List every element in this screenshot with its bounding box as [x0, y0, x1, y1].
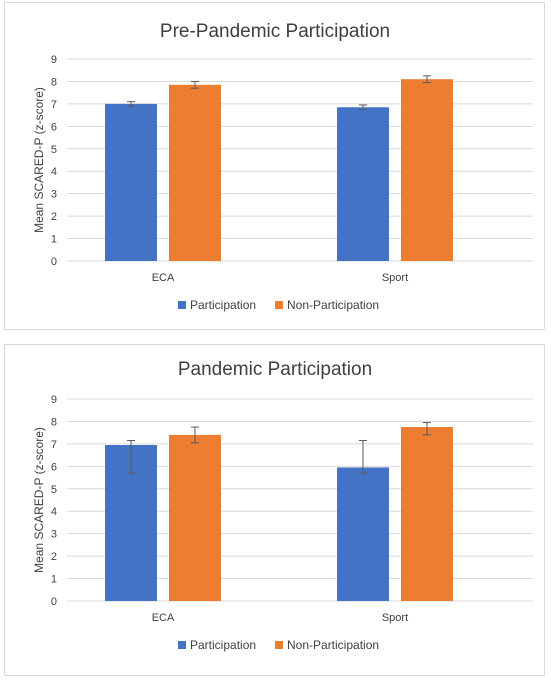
legend-label: Participation — [190, 298, 256, 312]
bar-eca-participation — [105, 103, 157, 261]
chart-svg-pre-pandemic: Pre-Pandemic Participation 0 1 2 3 4 5 6 7 8 9 Mean… — [32, 21, 533, 312]
x-tick-label: Sport — [382, 272, 408, 284]
y-axis-label: Mean SCARED-P (z-score) — [32, 427, 46, 573]
legend-label: Non-Participation — [287, 638, 379, 652]
y-tick-label: 2 — [51, 211, 57, 223]
y-tick-label: 6 — [51, 461, 57, 473]
y-tick-label: 6 — [51, 121, 57, 133]
bar-sport-non-participation — [401, 427, 453, 601]
chart-title: Pandemic Participation — [178, 359, 372, 380]
y-tick-label: 5 — [51, 484, 57, 496]
y-tick-label: 9 — [51, 394, 57, 406]
y-tick-label: 7 — [51, 99, 57, 111]
x-tick-label: Sport — [382, 612, 408, 624]
legend-swatch — [178, 301, 186, 309]
chart-panel-pandemic: Pandemic Participation 0 1 2 3 4 5 6 7 8 9 Mean SCA… — [4, 344, 545, 676]
chart-svg-pandemic: Pandemic Participation 0 1 2 3 4 5 6 7 8 9 Mean SCA… — [32, 359, 533, 652]
y-tick-label: 0 — [51, 256, 57, 268]
bar-eca-non-participation — [169, 434, 221, 601]
y-tick-label: 2 — [51, 551, 57, 563]
y-tick-label: 1 — [51, 234, 57, 246]
y-tick-label: 9 — [51, 54, 57, 66]
bar-sport-participation — [337, 467, 389, 601]
bar-eca-non-participation — [169, 84, 221, 261]
y-tick-label: 1 — [51, 574, 57, 586]
legend-label: Participation — [190, 638, 256, 652]
y-tick-label: 3 — [51, 529, 57, 541]
x-tick-label: ECA — [152, 272, 175, 284]
y-tick-label: 8 — [51, 416, 57, 428]
y-tick-label: 4 — [51, 166, 57, 178]
legend-swatch — [275, 641, 283, 649]
legend-swatch — [178, 641, 186, 649]
y-tick-label: 5 — [51, 144, 57, 156]
legend-swatch — [275, 301, 283, 309]
chart-panel-pre-pandemic: Pre-Pandemic Participation 0 1 2 3 4 5 6 7 8 9 Mean… — [4, 2, 545, 330]
y-tick-label: 0 — [51, 596, 57, 608]
y-tick-label: 3 — [51, 189, 57, 201]
y-tick-label: 8 — [51, 76, 57, 88]
y-tick-label: 7 — [51, 439, 57, 451]
legend-label: Non-Participation — [287, 298, 379, 312]
bar-sport-participation — [337, 107, 389, 261]
bar-sport-non-participation — [401, 79, 453, 261]
y-axis-label: Mean SCARED-P (z-score) — [32, 87, 46, 233]
x-tick-label: ECA — [152, 612, 175, 624]
chart-title: Pre-Pandemic Participation — [160, 21, 390, 42]
y-tick-label: 4 — [51, 506, 57, 518]
